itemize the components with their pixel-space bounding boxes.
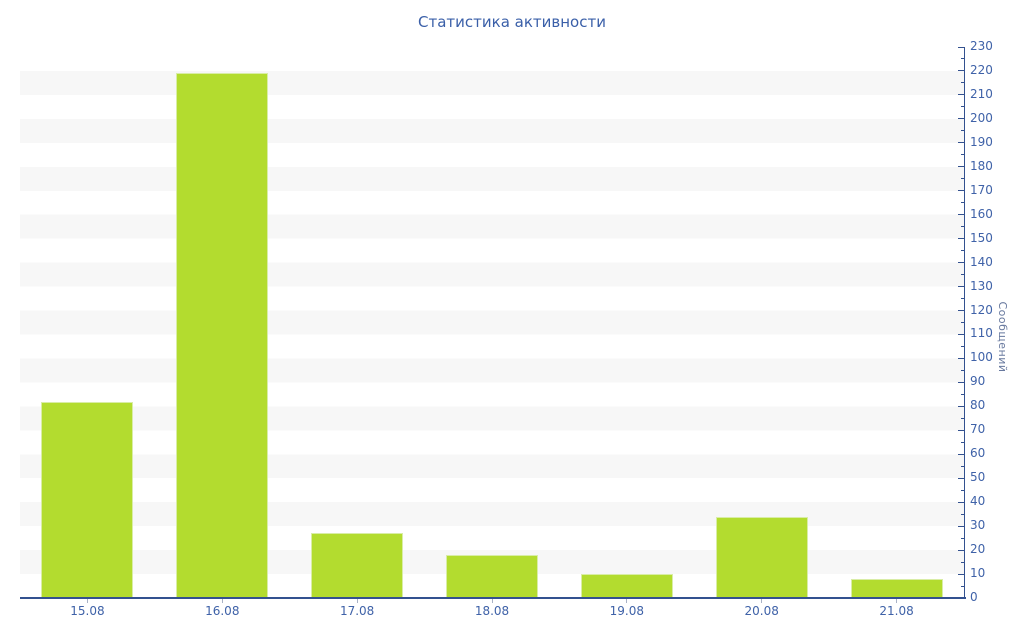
y-minor-tick [961,465,965,467]
y-minor-tick [961,393,965,395]
y-minor-tick [961,58,965,60]
y-major-tick [958,501,965,503]
y-major-tick [958,453,965,455]
chart-title: Статистика активности [418,13,606,31]
y-major-tick [958,381,965,383]
x-tick-label: 15.08 [70,604,105,618]
y-minor-tick [961,369,965,371]
y-tick-label: 210 [970,86,993,101]
bar-17.08 [311,533,404,598]
bar-18.08 [446,554,538,598]
y-tick-label: 190 [970,134,993,149]
y-tick-label: 180 [970,158,993,173]
y-major-tick [958,262,965,264]
x-tick-label: 21.08 [879,604,914,618]
y-minor-tick [961,82,965,84]
bar-19.08 [580,574,673,598]
y-minor-tick [961,154,965,156]
y-major-tick [958,405,965,407]
y-minor-tick [961,585,965,587]
y-minor-tick [961,298,965,300]
x-tick [761,599,763,603]
y-minor-tick [961,274,965,276]
y-major-tick [958,142,965,144]
y-tick-label: 120 [970,302,993,317]
x-tick [356,599,358,603]
x-tick [626,599,628,603]
y-minor-tick [961,106,965,108]
y-major-tick [958,166,965,168]
y-minor-tick [961,250,965,252]
y-tick-label: 30 [970,518,986,533]
y-major-tick [958,549,965,551]
y-tick-label: 230 [970,39,993,53]
y-major-tick [958,238,965,240]
y-minor-tick [961,178,965,180]
y-major-tick [958,525,965,527]
y-tick-label: 220 [970,62,993,77]
y-major-tick [958,190,965,192]
y-minor-tick [961,561,965,563]
y-minor-tick [961,345,965,347]
x-tick-label: 17.08 [339,604,375,618]
bar-21.08 [850,578,943,598]
y-tick-label: 110 [970,326,993,341]
y-tick-label: 130 [970,278,993,293]
y-major-tick [958,597,965,599]
y-major-tick [958,94,965,96]
y-major-tick [958,357,965,359]
x-tick-label: 16.08 [205,604,240,618]
y-tick-label: 70 [970,422,986,437]
bar-15.08 [41,401,134,598]
y-minor-tick [961,537,965,539]
y-major-tick [958,333,965,335]
y-tick-label: 20 [970,542,986,557]
x-tick-label: 19.08 [609,604,645,618]
y-tick-label: 80 [970,398,986,413]
y-tick-label: 10 [970,566,986,581]
y-axis-title: Сообщений [996,301,1009,373]
y-tick-label: 160 [970,206,993,221]
y-tick-label: 60 [970,446,986,461]
y-minor-tick [961,202,965,204]
y-major-tick [958,46,965,48]
x-tick [221,599,223,603]
y-tick-label: 40 [970,494,986,509]
y-minor-tick [961,489,965,491]
y-major-tick [958,573,965,575]
x-tick [896,599,898,603]
y-minor-tick [961,417,965,419]
bar-20.08 [715,516,808,598]
y-minor-tick [961,441,965,443]
y-major-tick [958,286,965,288]
y-major-tick [958,70,965,72]
y-major-tick [958,118,965,120]
x-tick [491,599,493,603]
y-tick-label: 140 [970,254,993,269]
y-tick-label: 90 [970,374,986,389]
y-major-tick [958,477,965,479]
y-tick-label: 200 [970,110,993,125]
y-tick-label: 170 [970,182,993,197]
y-minor-tick [961,513,965,515]
y-tick-label: 50 [970,470,986,485]
x-axis-line [20,597,966,599]
x-tick-label: 20.08 [744,604,779,618]
y-minor-tick [961,322,965,323]
x-tick-label: 18.08 [474,604,510,618]
x-tick [86,599,88,603]
y-tick-label: 150 [970,230,993,245]
y-axis-line [964,47,965,599]
y-minor-tick [961,226,965,228]
plot-area [20,47,964,598]
y-minor-tick [961,130,965,132]
y-major-tick [958,310,965,312]
y-tick-label: 0 [970,590,978,604]
y-major-tick [958,214,965,216]
y-major-tick [958,429,965,431]
y-tick-label: 100 [970,350,993,365]
bar-16.08 [176,73,269,598]
